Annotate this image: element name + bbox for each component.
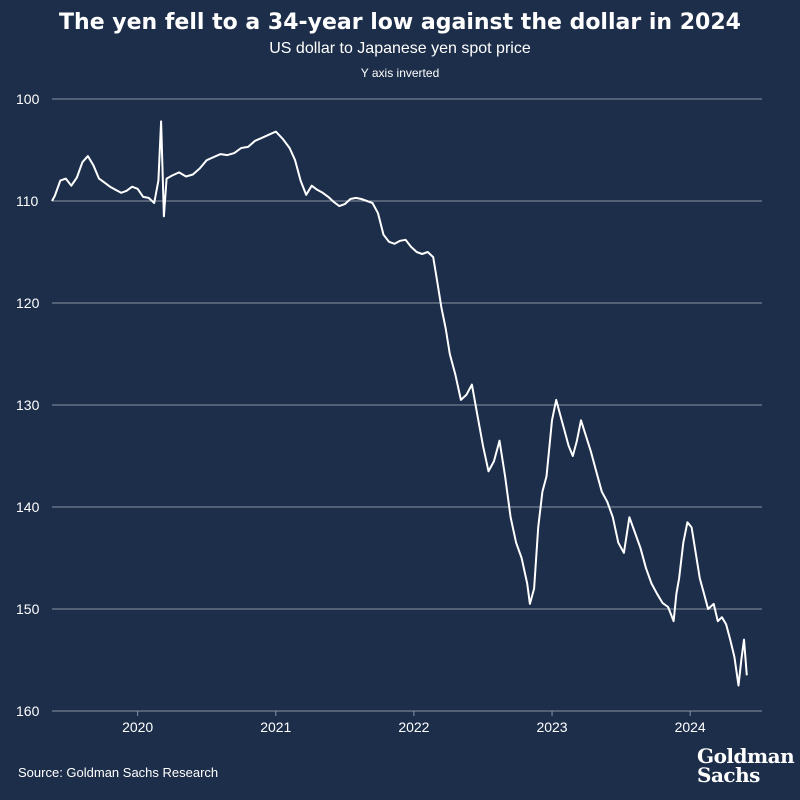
chart-subtitle: US dollar to Japanese yen spot price	[269, 40, 531, 57]
chart-title: The yen fell to a 34-year low against th…	[59, 10, 741, 35]
series-lines	[51, 120, 748, 687]
grid-lines	[52, 98, 762, 712]
axis-note: Y axis inverted	[360, 66, 440, 80]
logo-line-1: Goldman	[697, 744, 795, 768]
y-tick-label-110: 110	[16, 193, 39, 209]
y-tick-label-100: 100	[16, 91, 40, 107]
x-tick-label-2022: 2022	[398, 719, 429, 735]
x-axis-tick-labels: 2020 2021 2022 2023 2024	[122, 711, 706, 735]
y-tick-label-140: 140	[16, 499, 40, 515]
y-tick-label-150: 150	[16, 601, 40, 617]
x-tick-label-2021: 2021	[260, 719, 291, 735]
x-tick-label-2024: 2024	[675, 719, 706, 735]
x-tick-label-2023: 2023	[536, 719, 567, 735]
goldman-sachs-logo: Goldman Sachs	[697, 744, 795, 787]
x-tick-label-2020: 2020	[122, 719, 153, 735]
y-tick-label-160: 160	[16, 703, 40, 719]
y-tick-label-120: 120	[16, 295, 40, 311]
source-note: Source: Goldman Sachs Research	[18, 765, 219, 780]
y-tick-label-130: 130	[16, 397, 40, 413]
logo-line-2: Sachs	[697, 763, 760, 787]
y-axis-tick-labels: 100 110 120 130 140 150 160	[16, 91, 40, 719]
series-line-usd-jpy	[51, 120, 748, 687]
